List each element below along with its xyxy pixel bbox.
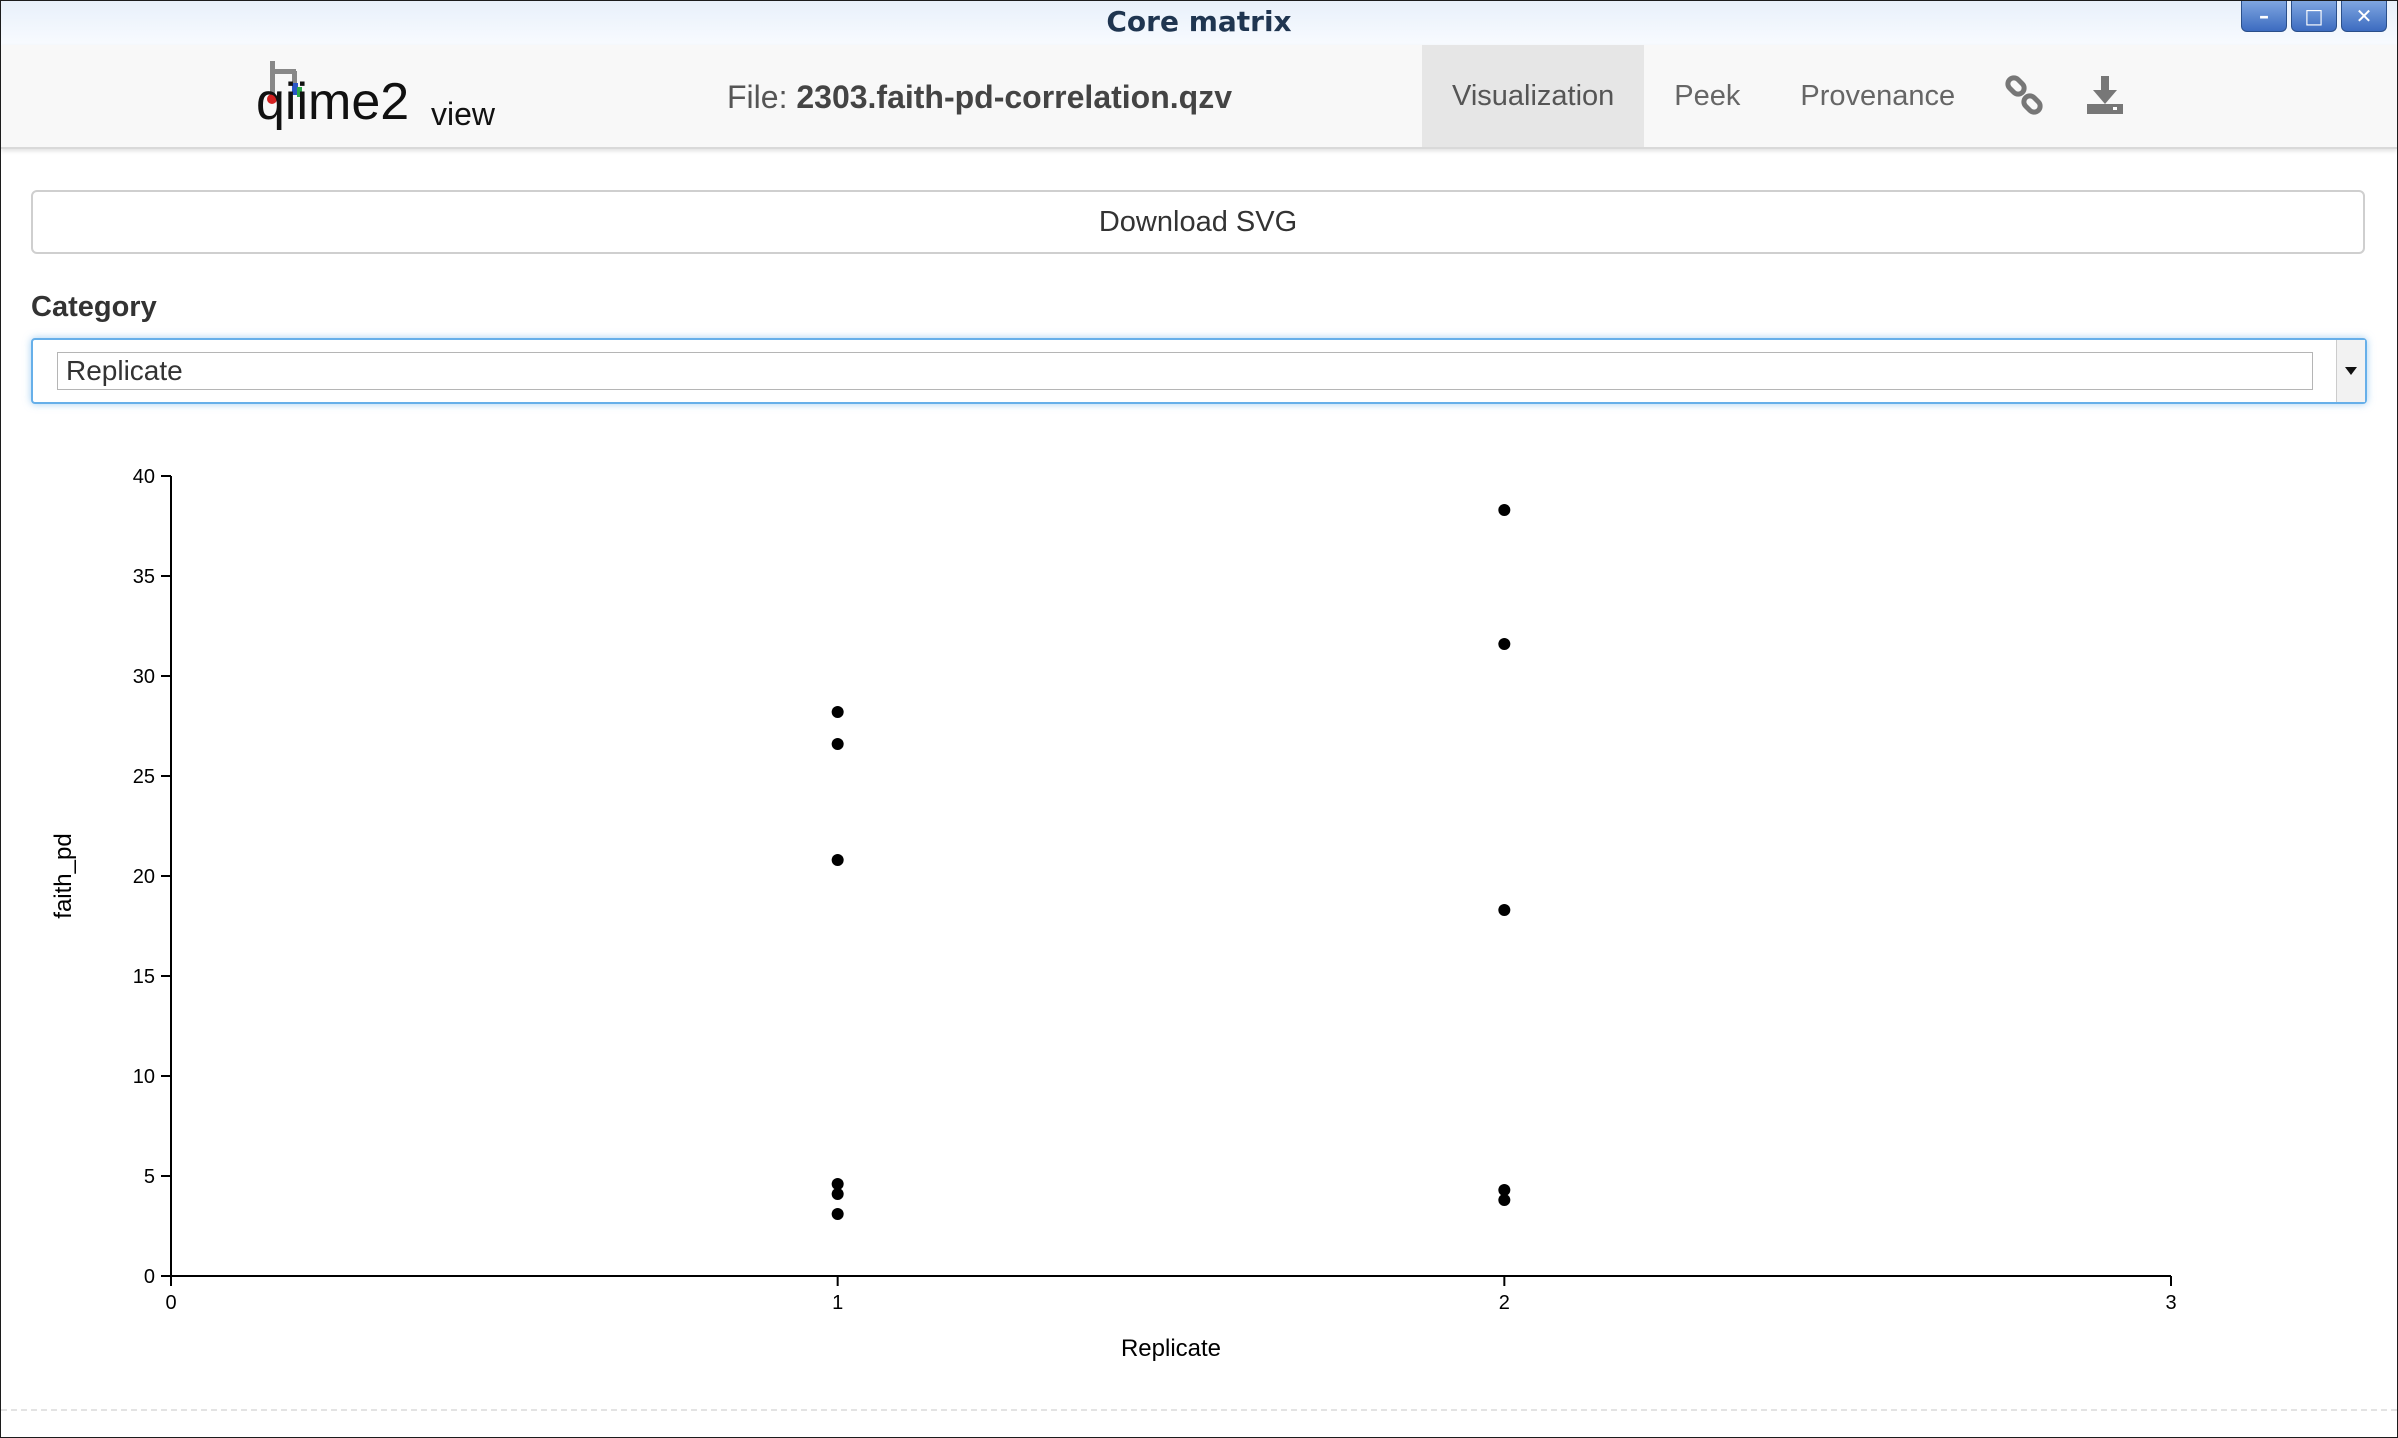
title-bar: Core matrix – □ ✕	[1, 1, 2397, 45]
x-tick-label: 3	[2165, 1292, 2176, 1314]
qiime2-logo-mark-icon	[267, 61, 302, 104]
download-icon	[2087, 76, 2124, 114]
window-controls: – □ ✕	[2241, 1, 2387, 32]
link-icon	[2005, 75, 2043, 115]
close-button[interactable]: ✕	[2341, 1, 2387, 32]
x-tick-label: 1	[832, 1292, 843, 1314]
window-title: Core matrix	[1106, 5, 1292, 38]
y-tick-label: 5	[144, 1166, 155, 1188]
download-svg-button[interactable]: Download SVG	[31, 190, 2365, 254]
data-point	[1498, 638, 1511, 650]
category-label: Category	[31, 291, 157, 323]
data-point	[831, 1208, 844, 1220]
y-tick-label: 35	[133, 566, 155, 588]
logo-text: qiime2	[256, 73, 409, 131]
category-select[interactable]: Replicate	[31, 338, 2367, 404]
file-label: File: 2303.faith-pd-correlation.qzv	[727, 79, 1232, 116]
tab-visualization[interactable]: Visualization	[1422, 45, 1645, 147]
file-name: 2303.faith-pd-correlation.qzv	[796, 79, 1232, 115]
data-point	[831, 706, 844, 718]
data-point	[1498, 1184, 1511, 1196]
y-tick-label: 10	[133, 1066, 155, 1088]
bottom-divider	[1, 1409, 2397, 1411]
y-tick-label: 0	[144, 1266, 155, 1288]
data-point	[1498, 904, 1511, 916]
file-prefix: File:	[727, 79, 797, 115]
x-axis-label: Replicate	[1121, 1335, 1221, 1362]
y-tick-label: 25	[133, 766, 155, 788]
share-link-button[interactable]	[1985, 45, 2065, 147]
header-nav: qiime2 view File: 2303.faith-pd-correlat…	[1, 45, 2397, 149]
qiime2-view-logo[interactable]: qiime2 view	[256, 57, 516, 141]
x-tick-label: 2	[1499, 1292, 1510, 1314]
select-arrow-button[interactable]	[2336, 340, 2365, 402]
data-point	[831, 738, 844, 750]
tab-provenance[interactable]: Provenance	[1800, 79, 1956, 112]
y-tick-label: 15	[133, 966, 155, 988]
y-axis-label: faith_pd	[50, 833, 77, 918]
minimize-button[interactable]: –	[2241, 1, 2287, 32]
y-tick-label: 40	[133, 466, 155, 488]
data-point	[831, 1188, 844, 1200]
logo-suffix: view	[431, 96, 496, 132]
y-tick-label: 20	[133, 866, 155, 888]
faith-pd-scatter-chart: 0 5 10 15 20 25 30 35 40 0 1 2 3 Replicate faith_pd	[50, 466, 2177, 1362]
data-point	[831, 854, 844, 866]
category-select-value[interactable]: Replicate	[57, 352, 2313, 390]
data-point	[831, 1178, 844, 1190]
nav-tabs: Visualization Peek Provenance	[1422, 45, 2145, 147]
data-point	[1498, 504, 1511, 516]
download-file-button[interactable]	[2065, 45, 2145, 147]
chevron-down-icon	[2345, 367, 2357, 375]
maximize-button[interactable]: □	[2291, 1, 2337, 32]
y-tick-label: 30	[133, 666, 155, 688]
x-tick-label: 0	[165, 1292, 176, 1314]
tab-peek[interactable]: Peek	[1674, 79, 1741, 112]
data-point	[1498, 1194, 1511, 1206]
